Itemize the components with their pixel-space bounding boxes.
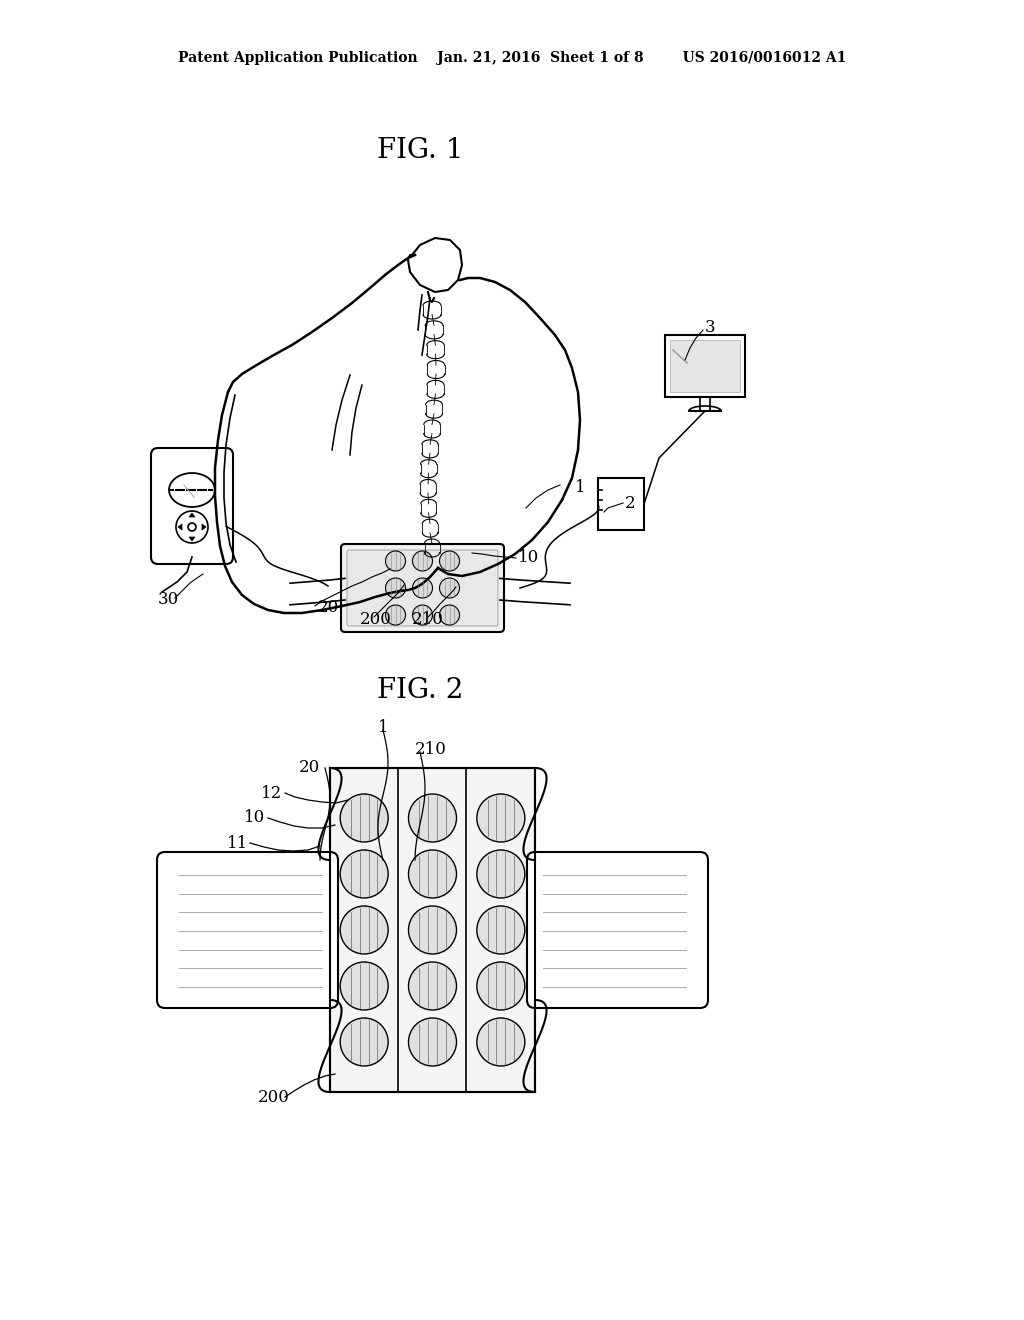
Circle shape	[413, 578, 432, 598]
Ellipse shape	[169, 473, 215, 507]
Circle shape	[413, 550, 432, 572]
Text: 11: 11	[226, 834, 248, 851]
Text: 200: 200	[360, 611, 392, 628]
Text: FIG. 1: FIG. 1	[377, 136, 463, 164]
Text: 2: 2	[625, 495, 636, 511]
Text: 10: 10	[244, 809, 265, 826]
Text: 20: 20	[318, 599, 339, 616]
Circle shape	[477, 1018, 525, 1067]
Circle shape	[477, 795, 525, 842]
Circle shape	[340, 906, 388, 954]
Text: 3: 3	[705, 319, 716, 337]
Circle shape	[385, 605, 406, 624]
Circle shape	[439, 605, 460, 624]
Text: Patent Application Publication    Jan. 21, 2016  Sheet 1 of 8        US 2016/001: Patent Application Publication Jan. 21, …	[178, 51, 846, 65]
Circle shape	[409, 1018, 457, 1067]
FancyBboxPatch shape	[527, 851, 708, 1008]
Circle shape	[439, 550, 460, 572]
Circle shape	[188, 523, 196, 531]
Circle shape	[340, 962, 388, 1010]
Text: 20: 20	[299, 759, 319, 776]
Circle shape	[385, 578, 406, 598]
Text: 1: 1	[378, 719, 388, 737]
Polygon shape	[189, 513, 195, 517]
Circle shape	[477, 906, 525, 954]
FancyBboxPatch shape	[341, 544, 504, 632]
Bar	[670, 341, 740, 392]
FancyBboxPatch shape	[151, 447, 233, 564]
Text: 1: 1	[575, 479, 586, 495]
Bar	[330, 768, 535, 1092]
Polygon shape	[189, 537, 195, 541]
Circle shape	[340, 1018, 388, 1067]
Text: 210: 210	[412, 611, 443, 628]
Text: FIG. 2: FIG. 2	[377, 676, 463, 704]
Circle shape	[413, 605, 432, 624]
Bar	[665, 335, 745, 397]
Text: 10: 10	[518, 549, 540, 566]
Circle shape	[340, 795, 388, 842]
Circle shape	[409, 906, 457, 954]
FancyBboxPatch shape	[347, 550, 498, 626]
Text: 200: 200	[258, 1089, 290, 1106]
Bar	[598, 478, 644, 531]
Polygon shape	[178, 524, 182, 531]
Circle shape	[385, 550, 406, 572]
Text: 12: 12	[261, 784, 282, 801]
Circle shape	[477, 962, 525, 1010]
FancyBboxPatch shape	[157, 851, 338, 1008]
Circle shape	[409, 795, 457, 842]
Text: 210: 210	[415, 742, 446, 759]
Circle shape	[340, 850, 388, 898]
Circle shape	[477, 850, 525, 898]
Circle shape	[409, 962, 457, 1010]
Text: 30: 30	[158, 591, 179, 609]
Circle shape	[439, 578, 460, 598]
Circle shape	[409, 850, 457, 898]
Polygon shape	[202, 524, 206, 531]
